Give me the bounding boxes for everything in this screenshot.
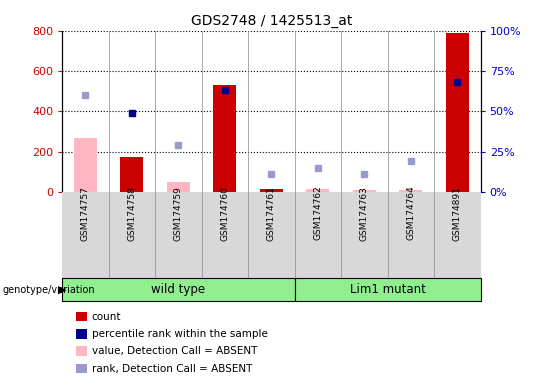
Bar: [74, 137, 97, 192]
Bar: [399, 190, 422, 192]
Bar: [353, 190, 376, 192]
Text: genotype/variation: genotype/variation: [3, 285, 96, 295]
Bar: [167, 182, 190, 192]
Text: ▶: ▶: [58, 285, 67, 295]
Bar: [446, 33, 469, 192]
Bar: [295, 278, 481, 301]
Text: Lim1 mutant: Lim1 mutant: [350, 283, 426, 296]
Text: value, Detection Call = ABSENT: value, Detection Call = ABSENT: [92, 346, 257, 356]
Title: GDS2748 / 1425513_at: GDS2748 / 1425513_at: [191, 14, 352, 28]
Text: count: count: [92, 312, 122, 322]
Bar: [260, 189, 283, 192]
Text: wild type: wild type: [151, 283, 205, 296]
Bar: [213, 85, 237, 192]
Text: percentile rank within the sample: percentile rank within the sample: [92, 329, 268, 339]
Bar: [62, 278, 295, 301]
Bar: [306, 189, 329, 192]
Text: rank, Detection Call = ABSENT: rank, Detection Call = ABSENT: [92, 364, 252, 374]
Bar: [120, 157, 144, 192]
